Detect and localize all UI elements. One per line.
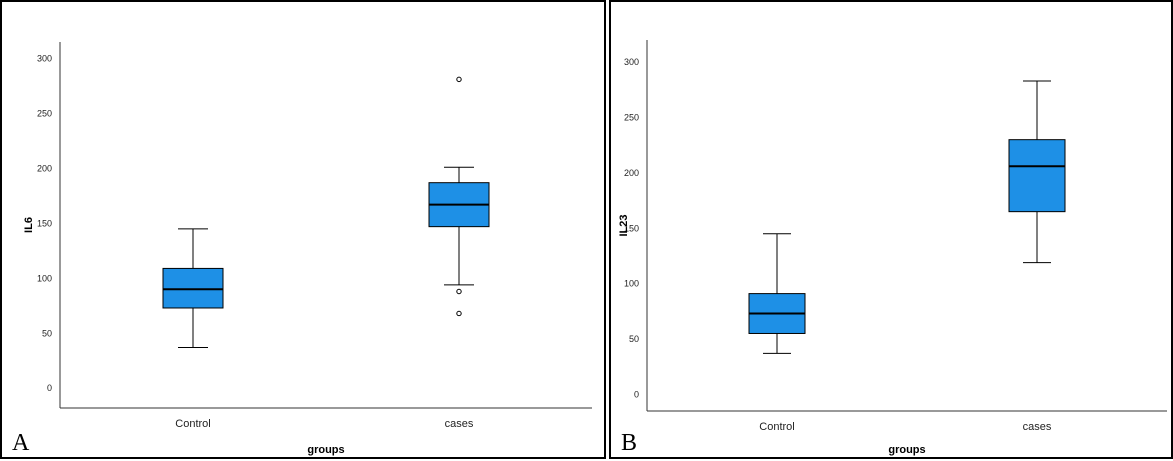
boxplot-il6: 0 50 100 150 200 250 300 Control cases groups IL6	[23, 42, 592, 456]
y-tick-label: 0	[634, 389, 639, 399]
y-tick-label: 250	[37, 108, 52, 118]
y-tick-label: 100	[37, 273, 52, 283]
y-axis-title: IL6	[23, 217, 35, 233]
box-control	[748, 233, 806, 354]
panel-label-b: B	[621, 430, 638, 456]
y-tick-label: 150	[624, 223, 639, 233]
iqr-box	[1008, 139, 1066, 213]
y-axis-title: IL23	[618, 214, 630, 236]
x-tick-label: Control	[759, 421, 794, 433]
chart-panel-b: 0 50 100 150 200 250 300 Control cases groups IL23…	[609, 0, 1173, 459]
x-axis-title: groups	[307, 444, 344, 456]
y-tick-label: 100	[624, 279, 639, 289]
x-tick-label: Control	[175, 418, 210, 430]
box-cases	[1008, 80, 1066, 264]
panel-label-a: A	[12, 430, 30, 456]
x-tick-label: cases	[1023, 421, 1052, 433]
x-axis-title: groups	[888, 444, 925, 456]
y-tick-label: 50	[629, 334, 639, 344]
boxplot-il23: 0 50 100 150 200 250 300 Control cases groups IL23	[618, 40, 1167, 456]
y-tick-label: 50	[42, 328, 52, 338]
outlier-point	[456, 76, 462, 83]
chart-panel-a: 0 50 100 150 200 250 300 Control cases groups IL6 …	[0, 0, 606, 459]
box-cases	[428, 76, 490, 317]
iqr-box	[162, 267, 224, 309]
y-tick-label: 200	[624, 168, 639, 178]
y-tick-label: 0	[47, 383, 52, 393]
y-tick-label: 250	[624, 113, 639, 123]
x-tick-label: cases	[445, 418, 474, 430]
y-tick-label: 150	[37, 218, 52, 228]
y-tick-label: 200	[37, 163, 52, 173]
box-control	[162, 228, 224, 349]
outlier-point	[456, 310, 462, 317]
outlier-point	[456, 288, 462, 295]
y-tick-label: 300	[624, 57, 639, 67]
y-tick-label: 300	[37, 53, 52, 63]
